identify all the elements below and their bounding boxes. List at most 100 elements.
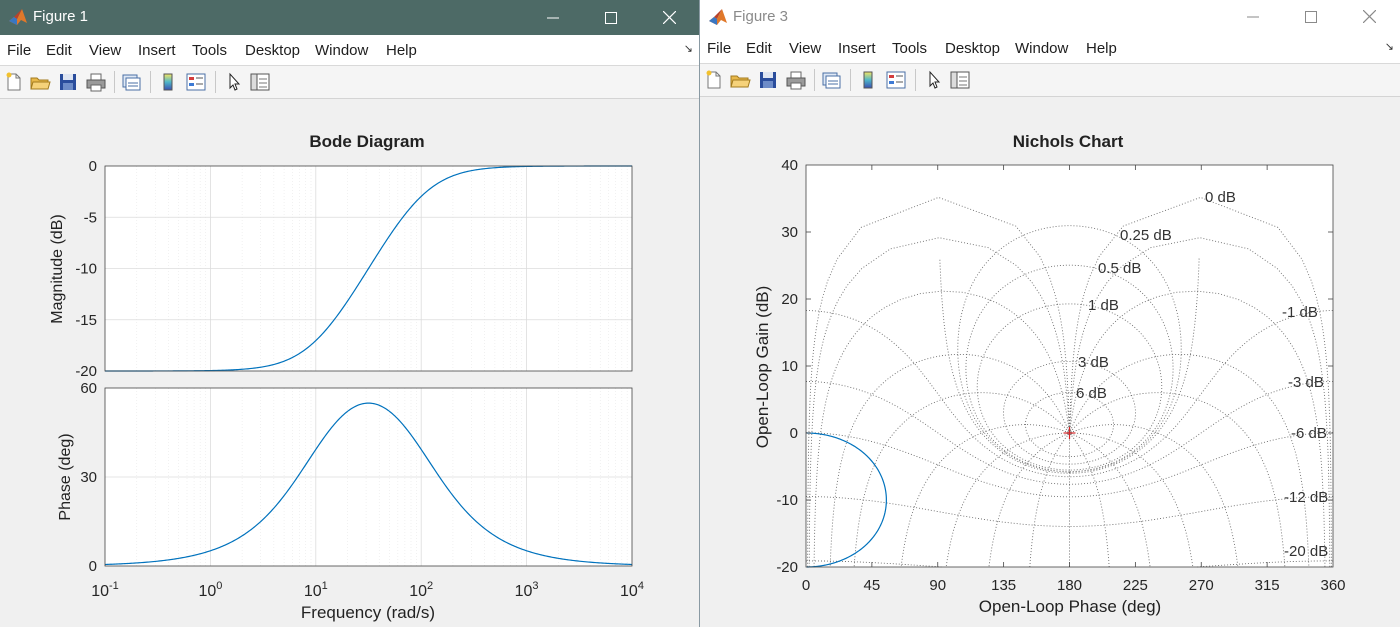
- print-icon[interactable]: [85, 71, 107, 93]
- contour-label: 6 dB: [1076, 385, 1107, 402]
- print-icon[interactable]: [785, 69, 807, 91]
- frequency-tick-label: 104: [620, 580, 644, 600]
- maximize-icon: [1305, 10, 1317, 23]
- minimize-button[interactable]: [524, 0, 582, 35]
- frequency-tick-label: 100: [198, 580, 222, 600]
- save-icon[interactable]: [757, 69, 779, 91]
- maximize-icon: [605, 11, 617, 24]
- maximize-button[interactable]: [582, 0, 640, 35]
- menu-tools[interactable]: Tools: [192, 42, 228, 59]
- magnitude-contour: [1003, 360, 1136, 465]
- phase-tick-label: 45: [864, 577, 881, 594]
- phase-contour: [807, 196, 1070, 567]
- phase-tick-label: 135: [991, 577, 1016, 594]
- magnitude-grid: [105, 166, 632, 371]
- menu-help[interactable]: Help: [386, 42, 417, 59]
- phase-contour: [900, 424, 1070, 566]
- menu-file[interactable]: File: [7, 42, 32, 59]
- phase-axes-frame: [104, 387, 633, 567]
- menu-help[interactable]: Help: [1086, 40, 1117, 57]
- toolbar-separator: [915, 69, 916, 91]
- menu-insert[interactable]: Insert: [838, 40, 876, 57]
- colorbar-icon[interactable]: [157, 71, 179, 93]
- magnitude-contour: [806, 496, 1333, 527]
- bode-diagram[interactable]: Bode Diagram 0 -5 -10 -15 -20 Magnitude (dB)…: [0, 99, 699, 627]
- colorbar-icon[interactable]: [857, 69, 879, 91]
- magnitude-contour: [976, 303, 1163, 471]
- figure3-titlebar[interactable]: Figure 3: [700, 0, 1400, 33]
- menu-view[interactable]: View: [89, 42, 122, 59]
- open-file-icon[interactable]: [29, 71, 51, 93]
- pointer-icon[interactable]: [923, 69, 945, 91]
- contour-label: -20 dB: [1284, 543, 1328, 560]
- menu-tools[interactable]: Tools: [892, 40, 928, 57]
- contour-label: -1 dB: [1282, 304, 1318, 321]
- phase-contour: [1069, 432, 1151, 567]
- frequency-ticks: 10-1 100 101 102 103 104: [91, 580, 644, 600]
- figure1-titlebar[interactable]: Figure 1: [0, 0, 699, 35]
- toolbar-separator: [114, 71, 115, 93]
- menu-edit[interactable]: Edit: [746, 40, 772, 57]
- menu-insert[interactable]: Insert: [138, 42, 176, 59]
- toolbar-separator: [850, 69, 851, 91]
- toolbar-separator: [150, 71, 151, 93]
- phase-curve: [104, 402, 633, 566]
- figure1-title: Figure 1: [33, 8, 89, 25]
- figure1-toolbar: [0, 66, 699, 99]
- open-file-icon[interactable]: [729, 69, 751, 91]
- contour-label: 1 dB: [1088, 297, 1119, 314]
- figure3-menubar: File Edit View Insert Tools Desktop Wind…: [700, 33, 1400, 64]
- dock-arrow-icon[interactable]: ↘: [1384, 41, 1394, 53]
- menu-view[interactable]: View: [789, 40, 822, 57]
- pointer-icon[interactable]: [223, 71, 245, 93]
- maximize-button[interactable]: [1282, 0, 1340, 33]
- menu-window[interactable]: Window: [1015, 40, 1069, 57]
- menu-window[interactable]: Window: [315, 42, 369, 59]
- menu-desktop[interactable]: Desktop: [945, 40, 1001, 57]
- figure1-menubar: File Edit View Insert Tools Desktop Wind…: [0, 35, 699, 66]
- phase-ticks: 60 30 0: [80, 380, 97, 575]
- contour-label: 0 dB: [1205, 189, 1236, 206]
- dock-arrow-icon[interactable]: ↘: [683, 43, 693, 55]
- nichols-axes-bg: [806, 165, 1333, 567]
- gain-tick-label: 0: [790, 425, 798, 442]
- phase-tick-label: 0: [802, 577, 810, 594]
- menu-desktop[interactable]: Desktop: [245, 42, 301, 59]
- property-inspector-icon[interactable]: [949, 69, 971, 91]
- legend-icon[interactable]: [885, 69, 907, 91]
- new-figure-icon[interactable]: [703, 69, 725, 91]
- close-icon: [1362, 10, 1376, 23]
- phase-tick-label: 30: [80, 469, 97, 486]
- link-plot-icon[interactable]: [820, 69, 842, 91]
- nichols-ylabel: Open-Loop Gain (dB): [753, 286, 772, 449]
- close-button[interactable]: [640, 0, 698, 35]
- save-icon[interactable]: [57, 71, 79, 93]
- critical-point-marker: [1063, 427, 1076, 439]
- magnitude-contour: [806, 381, 1333, 485]
- property-inspector-icon[interactable]: [249, 71, 271, 93]
- menu-edit[interactable]: Edit: [46, 42, 72, 59]
- contour-label: 3 dB: [1078, 354, 1109, 371]
- matlab-logo-icon: [9, 9, 27, 25]
- new-figure-icon[interactable]: [3, 71, 25, 93]
- magnitude-axes-frame: [104, 165, 633, 372]
- legend-icon[interactable]: [185, 71, 207, 93]
- magnitude-ylabel: Magnitude (dB): [49, 214, 66, 323]
- close-button[interactable]: [1340, 0, 1398, 33]
- minimize-button[interactable]: [1224, 0, 1282, 33]
- nichols-contour-labels: 0 dB 0.25 dB 0.5 dB 1 dB 3 dB 6 dB -1 dB -3 dB -…: [1076, 189, 1328, 560]
- phase-tick-label: 225: [1123, 577, 1148, 594]
- phase-ylabel: Phase (deg): [57, 433, 74, 520]
- menu-file[interactable]: File: [707, 40, 732, 57]
- magnitude-contour: [965, 264, 1174, 473]
- magnitude-tick-label: -15: [75, 312, 97, 329]
- figure1-window: Figure 1 File Edit View Insert Tools Des…: [0, 0, 700, 627]
- matlab-logo-icon: [709, 9, 727, 25]
- magnitude-ticks: 0 -5 -10 -15 -20: [75, 158, 97, 380]
- contour-label: -3 dB: [1288, 374, 1324, 391]
- contour-label: 0.25 dB: [1120, 227, 1172, 244]
- phase-contour: [945, 432, 1070, 567]
- link-plot-icon[interactable]: [120, 71, 142, 93]
- gain-tick-label: -10: [776, 492, 798, 509]
